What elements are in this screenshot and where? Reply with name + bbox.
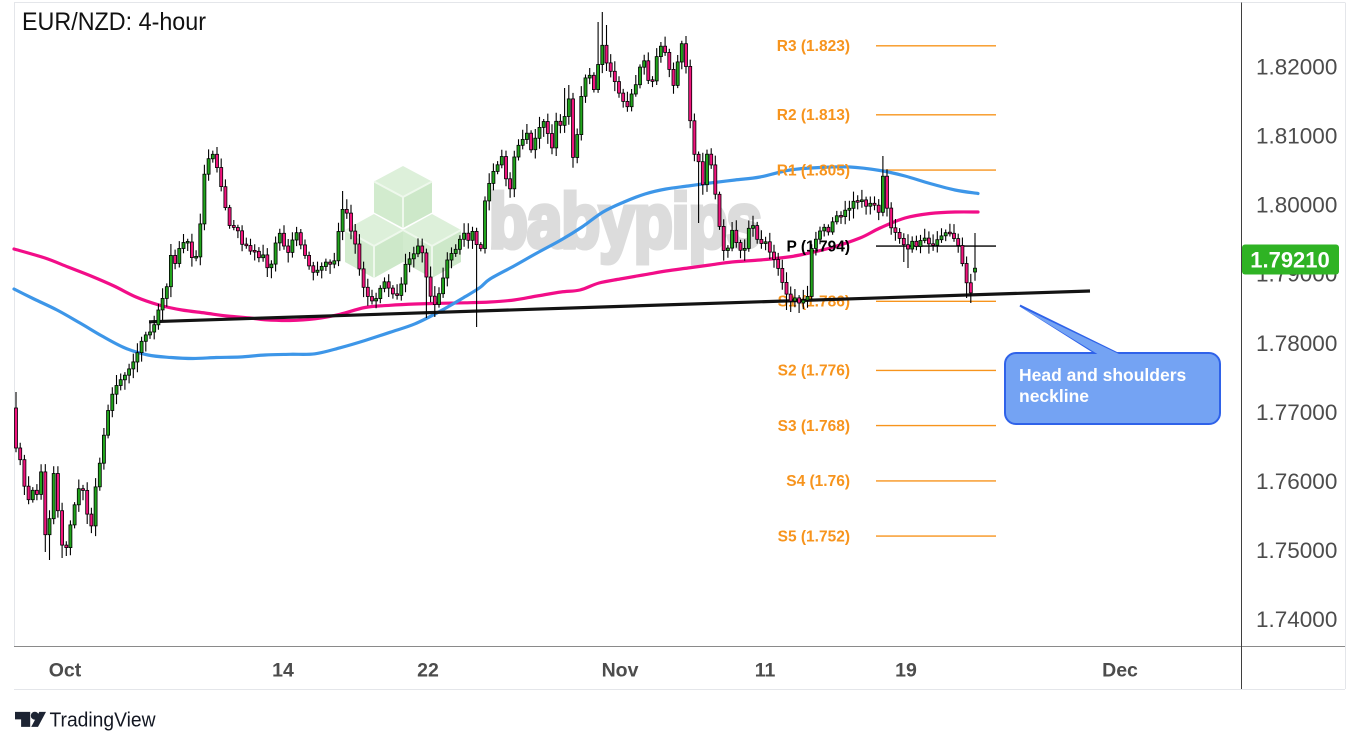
svg-text:R2 (1.813): R2 (1.813) (777, 107, 850, 124)
svg-text:1.81000: 1.81000 (1256, 124, 1337, 149)
svg-text:Head and shoulders: Head and shoulders (1019, 365, 1187, 385)
svg-text:R1 (1.805): R1 (1.805) (777, 162, 850, 179)
svg-text:S2 (1.776): S2 (1.776) (778, 363, 850, 380)
svg-text:S5 (1.752): S5 (1.752) (778, 528, 850, 545)
svg-text:S4 (1.76): S4 (1.76) (786, 473, 850, 490)
svg-text:EUR/NZD: 4-hour: EUR/NZD: 4-hour (22, 8, 206, 36)
svg-text:1.78000: 1.78000 (1256, 331, 1337, 356)
svg-text:11: 11 (755, 660, 776, 682)
svg-text:1.74000: 1.74000 (1256, 607, 1337, 632)
svg-text:Oct: Oct (49, 660, 82, 682)
svg-text:S3 (1.768): S3 (1.768) (778, 418, 850, 435)
svg-text:1.82000: 1.82000 (1256, 55, 1337, 80)
svg-text:1.77000: 1.77000 (1256, 400, 1337, 425)
svg-text:TradingView: TradingView (50, 710, 157, 732)
svg-text:22: 22 (417, 660, 439, 682)
svg-text:1.76000: 1.76000 (1256, 469, 1337, 494)
svg-text:P (1.794): P (1.794) (787, 238, 850, 255)
svg-text:1.80000: 1.80000 (1256, 193, 1337, 218)
svg-text:Dec: Dec (1102, 660, 1138, 682)
svg-text:Nov: Nov (602, 660, 639, 682)
svg-text:R3 (1.823): R3 (1.823) (777, 38, 850, 55)
svg-text:19: 19 (895, 660, 917, 682)
svg-text:14: 14 (272, 660, 294, 682)
svg-text:1.79210: 1.79210 (1250, 248, 1330, 273)
svg-text:1.75000: 1.75000 (1256, 538, 1337, 563)
svg-text:neckline: neckline (1019, 386, 1089, 406)
